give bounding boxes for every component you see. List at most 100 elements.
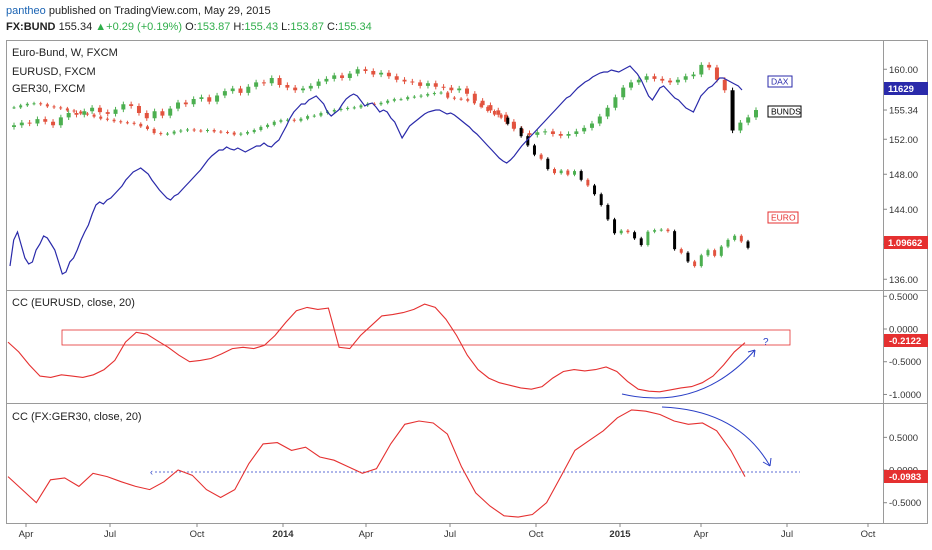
candle[interactable]: [12, 125, 16, 127]
candle[interactable]: [738, 122, 743, 131]
candle[interactable]: [754, 110, 758, 118]
eurusd-candle[interactable]: [686, 252, 690, 262]
eurusd-candle[interactable]: [125, 122, 129, 124]
candle[interactable]: [246, 86, 251, 93]
eurusd-candle[interactable]: [446, 92, 450, 98]
candle[interactable]: [613, 97, 618, 108]
candle[interactable]: [144, 113, 149, 119]
candle[interactable]: [386, 72, 391, 77]
candle[interactable]: [97, 107, 102, 113]
eurusd-candle[interactable]: [599, 194, 603, 205]
eurusd-candle[interactable]: [526, 136, 530, 146]
candle[interactable]: [636, 79, 641, 83]
candle[interactable]: [629, 82, 634, 88]
candle[interactable]: [191, 99, 196, 105]
candle[interactable]: [488, 105, 493, 111]
eurusd-candles[interactable]: [12, 90, 750, 268]
eurusd-candle[interactable]: [252, 130, 256, 133]
candle[interactable]: [215, 95, 220, 102]
eurusd-candle[interactable]: [72, 110, 76, 112]
candle[interactable]: [457, 88, 462, 91]
candle[interactable]: [363, 69, 368, 71]
candle[interactable]: [418, 82, 423, 86]
eurusd-candle[interactable]: [459, 98, 463, 100]
eurusd-candle[interactable]: [646, 231, 650, 246]
eurusd-candle[interactable]: [206, 130, 210, 132]
candle[interactable]: [183, 102, 188, 105]
eurusd-candle[interactable]: [92, 114, 96, 117]
eurusd-candle[interactable]: [733, 235, 737, 240]
eurusd-candle[interactable]: [192, 129, 196, 131]
eurusd-candle[interactable]: [139, 123, 143, 127]
eurusd-candle[interactable]: [519, 127, 523, 137]
eurusd-candle[interactable]: [419, 95, 423, 97]
eurusd-candle[interactable]: [65, 108, 69, 111]
candle[interactable]: [152, 111, 157, 119]
candle[interactable]: [746, 117, 751, 123]
candle[interactable]: [371, 71, 376, 75]
eurusd-candle[interactable]: [392, 99, 396, 101]
candle[interactable]: [441, 86, 446, 88]
candle[interactable]: [199, 97, 204, 99]
eurusd-candle[interactable]: [25, 103, 29, 106]
candle[interactable]: [589, 123, 594, 128]
eurusd-candle[interactable]: [739, 235, 743, 242]
candle[interactable]: [550, 131, 555, 134]
candle[interactable]: [340, 75, 345, 78]
candle[interactable]: [566, 134, 571, 136]
eurusd-candle[interactable]: [613, 219, 617, 234]
candle[interactable]: [66, 113, 71, 118]
eurusd-candle[interactable]: [666, 229, 670, 232]
eurusd-candle[interactable]: [486, 106, 490, 111]
eurusd-candle[interactable]: [506, 117, 510, 124]
eurusd-candle[interactable]: [12, 107, 16, 109]
candle[interactable]: [316, 81, 321, 86]
eurusd-candle[interactable]: [52, 106, 56, 108]
eurusd-candle[interactable]: [593, 185, 597, 195]
candle[interactable]: [543, 131, 548, 133]
eurusd-candle[interactable]: [212, 130, 216, 132]
eurusd-candle[interactable]: [132, 122, 136, 124]
candle[interactable]: [496, 110, 501, 115]
eurusd-candle[interactable]: [412, 96, 416, 98]
candle[interactable]: [43, 119, 48, 122]
candle[interactable]: [207, 97, 212, 102]
candle[interactable]: [277, 78, 282, 85]
eurusd-candle[interactable]: [105, 118, 109, 120]
eurusd-candle[interactable]: [45, 104, 49, 107]
eurusd-candle[interactable]: [479, 103, 483, 107]
candle[interactable]: [668, 80, 673, 83]
eurusd-candle[interactable]: [586, 179, 590, 186]
eurusd-candle[interactable]: [472, 100, 476, 104]
candle[interactable]: [136, 106, 141, 113]
eurusd-candle[interactable]: [85, 113, 89, 115]
candle[interactable]: [730, 90, 735, 131]
eurusd-candle[interactable]: [59, 107, 63, 109]
candle[interactable]: [707, 64, 712, 68]
candle[interactable]: [597, 116, 602, 124]
candle[interactable]: [621, 87, 626, 98]
candle[interactable]: [58, 117, 63, 126]
eurusd-candle[interactable]: [219, 131, 223, 133]
candle[interactable]: [425, 83, 430, 86]
candle[interactable]: [19, 122, 24, 126]
candle[interactable]: [558, 134, 563, 136]
eurusd-candle[interactable]: [386, 100, 390, 103]
candle[interactable]: [230, 88, 235, 92]
eurusd-candle[interactable]: [352, 107, 356, 109]
candle[interactable]: [308, 85, 313, 89]
eurusd-candle[interactable]: [159, 133, 163, 135]
candle[interactable]: [465, 88, 470, 94]
candle[interactable]: [332, 75, 337, 79]
eurusd-candle[interactable]: [145, 126, 149, 129]
eurusd-candle[interactable]: [112, 119, 116, 122]
candle[interactable]: [285, 85, 290, 88]
eurusd-candle[interactable]: [532, 145, 536, 155]
candle[interactable]: [691, 74, 696, 77]
eurusd-candle[interactable]: [492, 111, 496, 115]
eurusd-candle[interactable]: [606, 204, 610, 220]
candle[interactable]: [472, 93, 477, 101]
eurusd-candle[interactable]: [185, 129, 189, 131]
eurusd-candle[interactable]: [286, 119, 290, 121]
candle[interactable]: [51, 121, 56, 126]
